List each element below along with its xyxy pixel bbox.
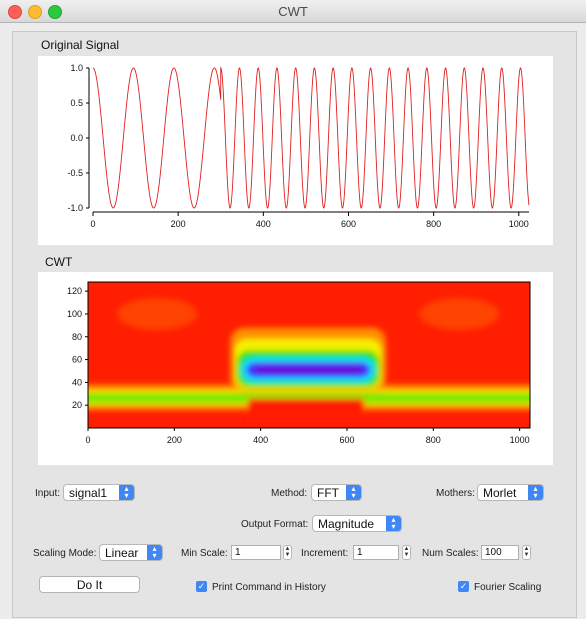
zoom-window-button[interactable] bbox=[48, 5, 62, 19]
input-popup[interactable]: signal1 ▴ ▾ bbox=[63, 484, 135, 501]
updown-chevron-icon: ▴ ▾ bbox=[119, 485, 134, 500]
signal-x-tick-label: 800 bbox=[426, 219, 441, 229]
increment-field[interactable]: 1 bbox=[353, 545, 399, 560]
mothers-label: Mothers: bbox=[436, 488, 475, 499]
cwt-x-tick-label: 1000 bbox=[510, 435, 530, 445]
mothers-popup-value: Morlet bbox=[483, 486, 517, 500]
cwt-x-tick-label: 400 bbox=[253, 435, 268, 445]
fourier-scaling-label: Fourier Scaling bbox=[474, 582, 542, 593]
method-popup-value: FFT bbox=[317, 486, 339, 500]
min-scale-field[interactable]: 1 bbox=[231, 545, 281, 560]
signal-y-tick-label: 0.5 bbox=[70, 98, 83, 108]
num-scales-field[interactable]: 100 bbox=[481, 545, 519, 560]
cwt-blob-violet bbox=[254, 365, 365, 374]
increment-stepper[interactable]: ▲ ▼ bbox=[402, 545, 411, 560]
signal-x-tick-label: 600 bbox=[341, 219, 356, 229]
cwt-x-tick-label: 0 bbox=[85, 435, 90, 445]
output-format-popup[interactable]: Magnitude ▴ ▾ bbox=[312, 515, 402, 532]
increment-label: Increment: bbox=[301, 548, 349, 559]
updown-chevron-icon: ▴ ▾ bbox=[147, 545, 162, 560]
cwt-frame bbox=[87, 281, 531, 429]
min-scale-label: Min Scale: bbox=[181, 548, 228, 559]
updown-chevron-icon: ▴ ▾ bbox=[346, 485, 361, 500]
cwt-y-tick-label: 40 bbox=[72, 377, 82, 387]
signal-x-tick-label: 0 bbox=[90, 219, 95, 229]
title-bar[interactable]: CWT bbox=[0, 0, 586, 23]
fourier-scaling-checkbox[interactable]: ✓ bbox=[458, 581, 469, 592]
cwt-halo-left bbox=[117, 297, 198, 330]
num-scales-label: Num Scales: bbox=[422, 548, 479, 559]
signal-series-line bbox=[92, 66, 530, 209]
output-format-label: Output Format: bbox=[241, 519, 309, 530]
min-scale-stepper[interactable]: ▲ ▼ bbox=[283, 545, 292, 560]
cwt-y-tick-label: 60 bbox=[72, 355, 82, 365]
scaling-mode-popup-value: Linear bbox=[105, 546, 139, 560]
cwt-x-tick-label: 200 bbox=[167, 435, 182, 445]
print-command-label: Print Command in History bbox=[212, 582, 326, 593]
signal-y-tick-label: 1.0 bbox=[70, 63, 83, 73]
updown-chevron-icon: ▴ ▾ bbox=[528, 485, 543, 500]
cwt-y-tick-label: 120 bbox=[67, 286, 82, 296]
signal-y-tick-label: 0.0 bbox=[70, 133, 83, 143]
output-format-popup-value: Magnitude bbox=[318, 517, 375, 531]
minimize-window-button[interactable] bbox=[28, 5, 42, 19]
method-label: Method: bbox=[271, 488, 308, 499]
signal-y-tick-label: -0.5 bbox=[67, 168, 83, 178]
signal-plot-background bbox=[38, 56, 553, 245]
updown-chevron-icon: ▴ ▾ bbox=[386, 516, 401, 531]
cwt-plot-title: CWT bbox=[45, 255, 73, 269]
cwt-heatmap-layers bbox=[88, 297, 530, 428]
num-scales-stepper[interactable]: ▲ ▼ bbox=[522, 545, 531, 560]
signal-y-tick-label: -1.0 bbox=[67, 203, 83, 213]
cwt-y-tick-label: 20 bbox=[72, 400, 82, 410]
signal-plot-title: Original Signal bbox=[41, 38, 120, 52]
signal-x-tick-label: 400 bbox=[256, 219, 271, 229]
signal-x-tick-label: 200 bbox=[171, 219, 186, 229]
cwt-red-gap bbox=[247, 398, 365, 428]
mothers-popup[interactable]: Morlet ▴ ▾ bbox=[477, 484, 544, 501]
cwt-x-tick-label: 800 bbox=[426, 435, 441, 445]
close-window-button[interactable] bbox=[8, 5, 22, 19]
cwt-x-tick-label: 600 bbox=[339, 435, 354, 445]
print-command-checkbox[interactable]: ✓ bbox=[196, 581, 207, 592]
window-title: CWT bbox=[278, 4, 308, 19]
method-popup[interactable]: FFT ▴ ▾ bbox=[311, 484, 362, 501]
cwt-y-tick-label: 80 bbox=[72, 332, 82, 342]
signal-x-tick-label: 1000 bbox=[509, 219, 529, 229]
cwt-y-tick-label: 100 bbox=[67, 309, 82, 319]
do-it-button[interactable]: Do It bbox=[39, 576, 140, 593]
cwt-halo-right bbox=[419, 297, 500, 330]
input-label: Input: bbox=[35, 488, 61, 499]
scaling-mode-label: Scaling Mode: bbox=[33, 548, 97, 559]
input-popup-value: signal1 bbox=[69, 486, 108, 500]
scaling-mode-popup[interactable]: Linear ▴ ▾ bbox=[99, 544, 163, 561]
